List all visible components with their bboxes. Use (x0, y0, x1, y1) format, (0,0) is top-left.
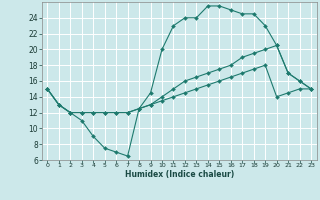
X-axis label: Humidex (Indice chaleur): Humidex (Indice chaleur) (124, 170, 234, 179)
